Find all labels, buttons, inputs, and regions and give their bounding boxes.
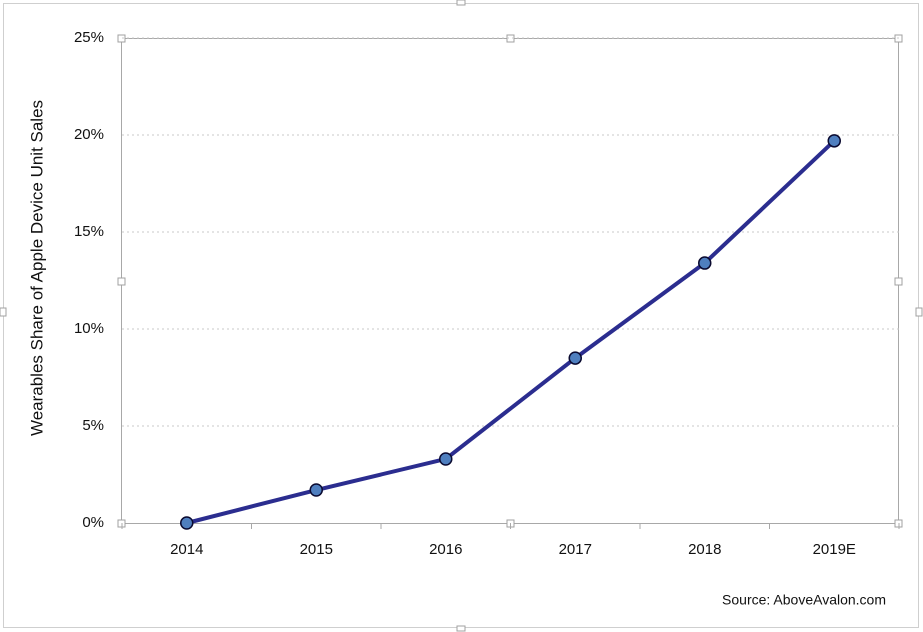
y-tick-label: 5% [82, 417, 104, 434]
data-point [568, 351, 582, 365]
data-point [309, 483, 323, 497]
chart-frame [3, 3, 919, 628]
source-note: Source: AboveAvalon.com [722, 592, 886, 608]
x-tick-label: 2018 [688, 541, 721, 558]
x-tick-label: 2015 [300, 541, 333, 558]
x-tick-label: 2017 [559, 541, 592, 558]
x-tick-label: 2016 [429, 541, 462, 558]
y-tick-label: 0% [82, 514, 104, 531]
data-point [180, 516, 194, 530]
y-axis-label: Wearables Share of Apple Device Unit Sal… [27, 100, 46, 436]
y-tick-label: 20% [74, 126, 104, 143]
data-point [698, 256, 712, 270]
y-tick-label: 15% [74, 223, 104, 240]
plot-frame [121, 38, 899, 524]
x-tick-label: 2019E [813, 541, 856, 558]
x-tick-label: 2014 [170, 541, 203, 558]
y-tick-label: 10% [74, 320, 104, 337]
data-line [186, 139, 836, 525]
data-point [439, 452, 453, 466]
data-point [827, 134, 841, 148]
y-tick-label: 25% [74, 29, 104, 46]
